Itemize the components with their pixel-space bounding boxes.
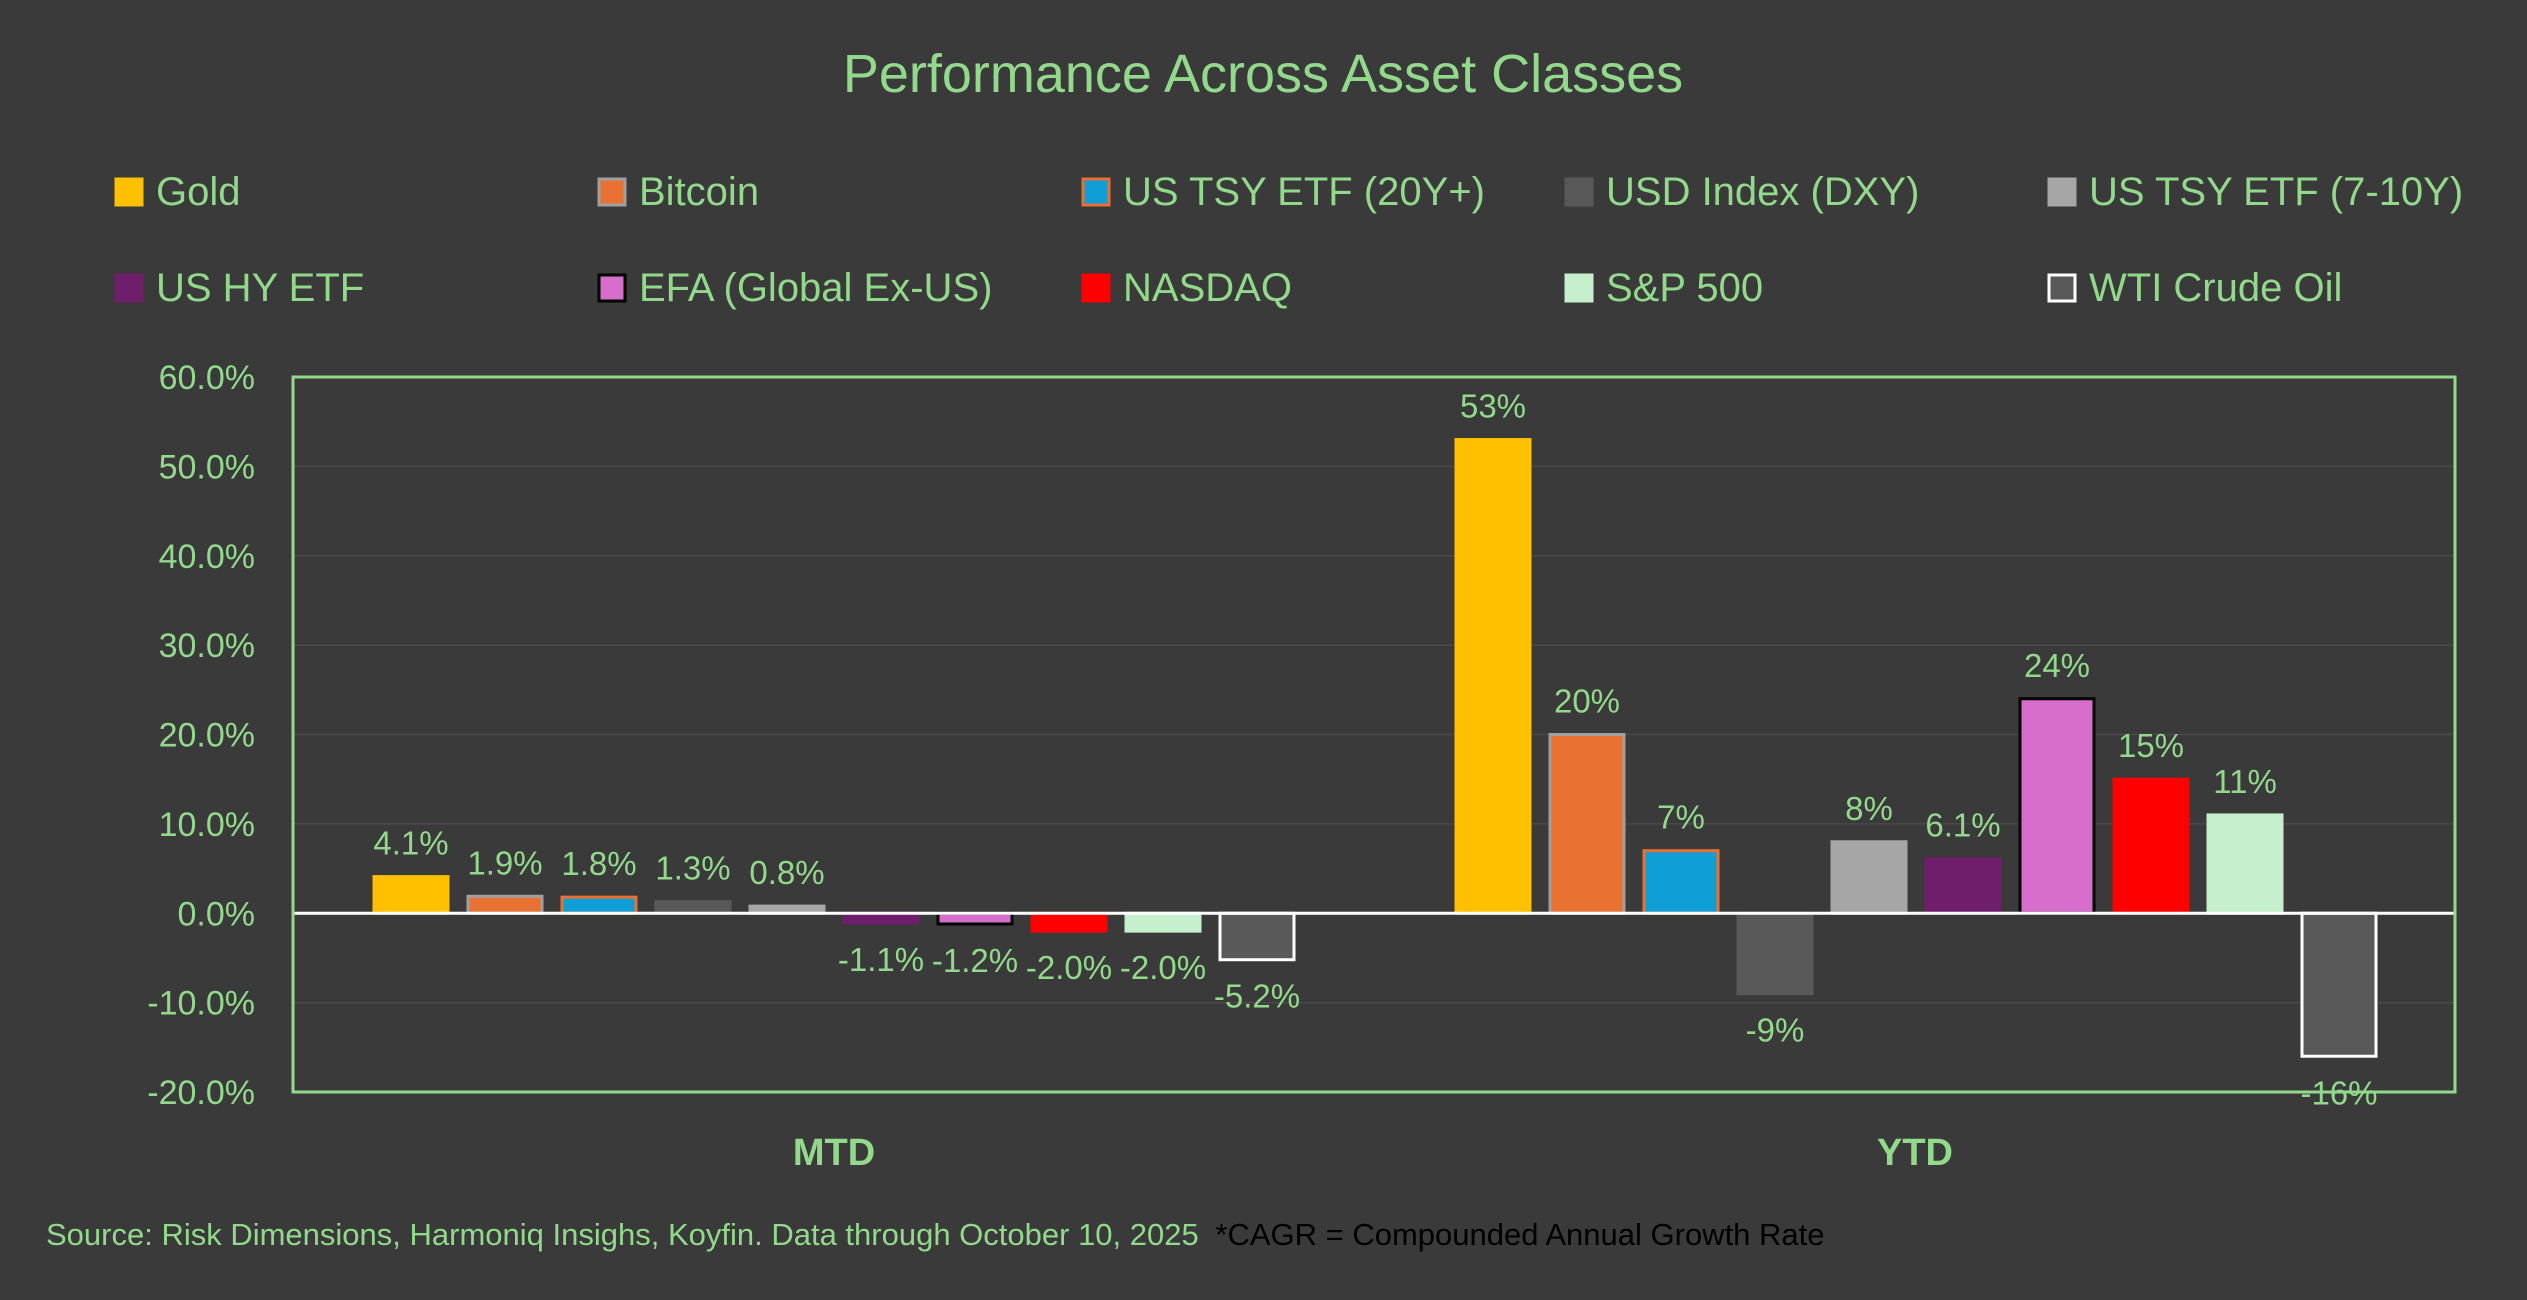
legend-item-us-tsy-etf-20y: US TSY ETF (20Y+) <box>1081 170 1485 214</box>
data-label: 4.1% <box>373 825 448 862</box>
bar-ytd-wti-crude-oil <box>2300 911 2378 1058</box>
legend-label: US TSY ETF (7-10Y) <box>2089 170 2463 214</box>
bar-ytd-efa-global-ex-us <box>2018 697 2096 915</box>
legend-item-usd-index-dxy: USD Index (DXY) <box>1564 170 1919 214</box>
bar-mtd-us-tsy-etf-20y <box>560 895 638 915</box>
x-axis-categories: MTD YTD <box>793 1132 1953 1174</box>
y-tick-label: 0.0% <box>178 895 256 933</box>
bars <box>291 375 2457 1094</box>
data-label: 7% <box>1657 799 1705 836</box>
legend-item-efa-global-ex-us: EFA (Global Ex-US) <box>597 266 992 310</box>
source-note: Source: Risk Dimensions, Harmoniq Insigh… <box>46 1217 1825 1252</box>
bar-ytd-usd-index-dxy <box>1736 911 1814 996</box>
legend-item-us-tsy-etf-7-10y: US TSY ETF (7-10Y) <box>2047 170 2463 214</box>
data-label: -2.0% <box>1120 949 1206 986</box>
bar-ytd-us-hy-etf <box>1924 857 2002 915</box>
legend-swatch <box>1081 273 1111 303</box>
legend-label: US HY ETF <box>156 266 364 310</box>
legend-item-us-hy-etf: US HY ETF <box>114 266 364 310</box>
bar-ytd-bitcoin <box>1548 733 1626 915</box>
bar-mtd-efa-global-ex-us <box>936 911 1014 926</box>
y-tick-label: -20.0% <box>147 1074 255 1112</box>
data-label: -5.2% <box>1214 978 1300 1015</box>
legend-item-nasdaq: NASDAQ <box>1081 266 1292 310</box>
data-label: -1.2% <box>932 942 1018 979</box>
y-axis-ticks: -20.0% -10.0% 0.0% 10.0% 20.0% 30.0% 40.0% 50.0… <box>147 359 255 1112</box>
data-labels: 4.1%1.9% 1.8% 1.3% 0.8%-1.1% -1.2% -2.0% -2.0%… <box>373 388 2377 1112</box>
data-label: 11% <box>2213 763 2277 800</box>
cagr-note: *CAGR = Compounded Annual Growth Rate <box>1215 1217 1824 1252</box>
legend-label: US TSY ETF (20Y+) <box>1123 170 1485 214</box>
bar-ytd-s-p-500 <box>2206 813 2284 915</box>
bar-mtd-gold <box>372 875 450 915</box>
legend-label: Gold <box>156 170 241 214</box>
y-tick-label: 20.0% <box>159 717 255 755</box>
bar-ytd-us-tsy-etf-20y <box>1642 849 1720 915</box>
data-label: 1.9% <box>467 844 542 881</box>
legend-swatch <box>2047 177 2077 207</box>
legend-label: S&P 500 <box>1606 266 1763 310</box>
data-label: 1.3% <box>655 850 730 887</box>
data-label: 24% <box>2024 647 2090 684</box>
legend-swatch <box>2047 273 2077 303</box>
legend-swatch <box>114 273 144 303</box>
legend-label: Bitcoin <box>639 170 759 214</box>
bar-ytd-nasdaq <box>2112 777 2190 915</box>
data-label: 53% <box>1460 388 1526 425</box>
data-label: 0.8% <box>749 854 824 891</box>
y-tick-label: 10.0% <box>159 806 255 844</box>
x-category-label: MTD <box>793 1132 875 1174</box>
y-tick-label: 40.0% <box>159 538 255 576</box>
legend-item-gold: Gold <box>114 170 241 214</box>
x-category-label: YTD <box>1877 1132 1953 1174</box>
bar-ytd-us-tsy-etf-7-10y <box>1830 840 1908 915</box>
legend-item-wti-crude-oil: WTI Crude Oil <box>2047 266 2342 310</box>
data-label: 8% <box>1845 790 1893 827</box>
bar-mtd-nasdaq <box>1030 911 1108 933</box>
legend-swatch <box>597 273 627 303</box>
footer: Source: Risk Dimensions, Harmoniq Insigh… <box>46 1217 1825 1252</box>
bar-mtd-bitcoin <box>466 894 544 915</box>
legend: Gold Bitcoin US TSY ETF (20Y+) USD Index (D… <box>114 170 2463 310</box>
legend-label: USD Index (DXY) <box>1606 170 1919 214</box>
data-label: 1.8% <box>561 845 636 882</box>
legend-swatch <box>1564 177 1594 207</box>
bar-mtd-wti-crude-oil <box>1218 911 1296 962</box>
source-text: Source: Risk Dimensions, Harmoniq Insigh… <box>46 1217 1199 1252</box>
data-label: -1.1% <box>838 941 924 978</box>
data-label: -9% <box>1746 1012 1805 1049</box>
legend-swatch <box>114 177 144 207</box>
gridlines <box>293 465 2455 1004</box>
data-label: -16% <box>2300 1074 2377 1111</box>
data-label: -2.0% <box>1026 949 1112 986</box>
y-tick-label: -10.0% <box>147 985 255 1023</box>
legend-item-s-p-500: S&P 500 <box>1564 266 1763 310</box>
y-tick-label: 50.0% <box>159 448 255 486</box>
data-label: 20% <box>1554 683 1620 720</box>
data-label: 6.1% <box>1925 807 2000 844</box>
y-tick-label: 60.0% <box>159 359 255 397</box>
legend-label: WTI Crude Oil <box>2089 266 2342 310</box>
bar-mtd-s-p-500 <box>1124 911 1202 933</box>
bar-mtd-usd-index-dxy <box>654 900 732 915</box>
legend-label: EFA (Global Ex-US) <box>639 266 992 310</box>
legend-item-bitcoin: Bitcoin <box>597 170 759 214</box>
legend-swatch <box>597 177 627 207</box>
bar-ytd-gold <box>1454 438 1532 915</box>
y-tick-label: 30.0% <box>159 627 255 665</box>
plot-frame <box>291 375 2457 1094</box>
legend-swatch <box>1564 273 1594 303</box>
chart-title: Performance Across Asset Classes <box>843 44 1683 104</box>
legend-label: NASDAQ <box>1123 266 1292 310</box>
data-label: 15% <box>2118 727 2184 764</box>
legend-swatch <box>1081 177 1111 207</box>
